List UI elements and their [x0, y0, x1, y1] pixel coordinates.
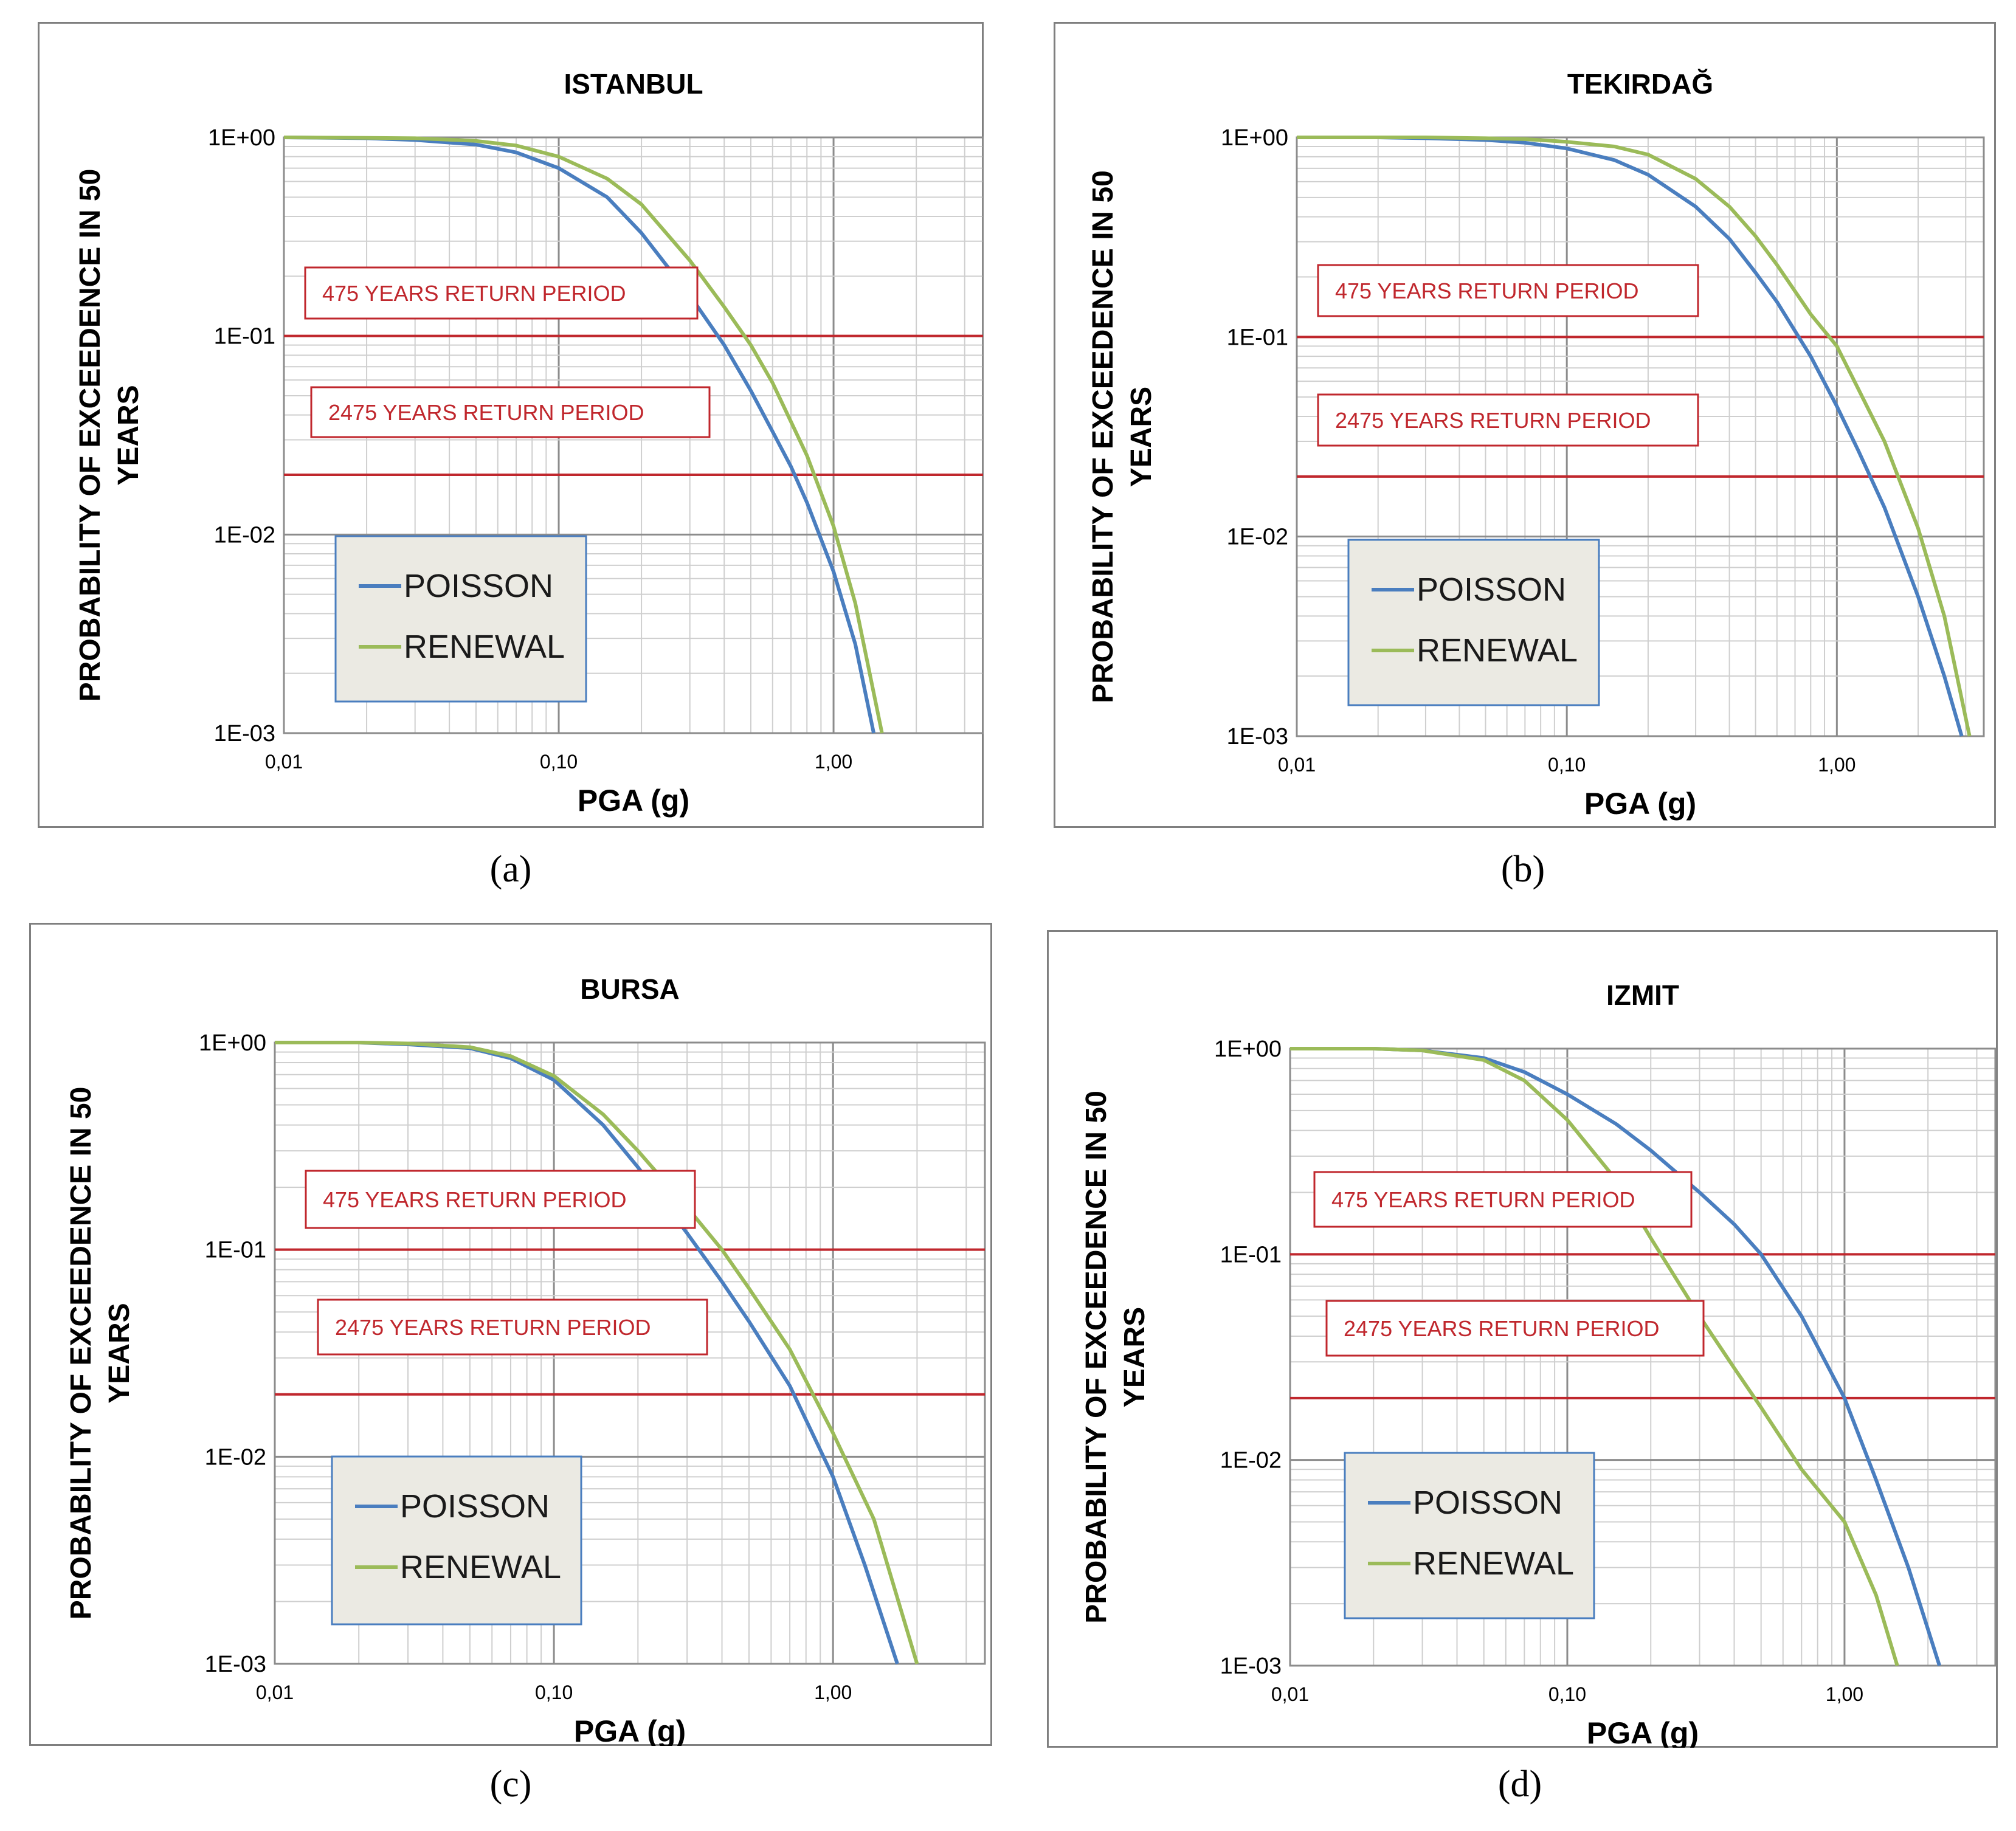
- y-tick-label: 1E+00: [208, 125, 275, 151]
- y-axis-label-line-1: PROBABILITY OF EXCEEDENCE IN 50: [1087, 170, 1119, 703]
- x-tick-label: 0,10: [1548, 754, 1586, 776]
- y-tick-label: 1E+00: [1214, 1036, 1282, 1062]
- legend-box: [1344, 1452, 1595, 1619]
- return-period-475-box: [1313, 1171, 1693, 1228]
- x-tick-label: 0,01: [1278, 754, 1316, 776]
- x-tick-label: 0,01: [256, 1681, 294, 1703]
- y-axis-label-line-1: PROBABILITY OF EXCEEDENCE IN 50: [1080, 1091, 1113, 1624]
- y-tick-label: 1E-02: [205, 1444, 266, 1470]
- y-tick-label: 1E-01: [1227, 325, 1288, 350]
- x-axis-label: PGA (g): [578, 784, 689, 818]
- return-period-2475-label: 2475 YEARS RETURN PERIOD: [1335, 408, 1651, 433]
- return-period-475-label: 475 YEARS RETURN PERIOD: [322, 281, 626, 306]
- series-line-renewal: [1290, 1047, 1899, 1666]
- return-period-475-label: 475 YEARS RETURN PERIOD: [1331, 1187, 1635, 1212]
- return-period-475-box: [1317, 264, 1699, 317]
- y-tick-label: 1E-02: [1220, 1448, 1282, 1474]
- caption-b: (b): [1500, 849, 1545, 890]
- chart-svg-a: 0,01 0,10 1,00 1E+00 1E-01 1E-02 1E-03 ISTANBUL…: [74, 68, 984, 818]
- legend-label-renewal: RENEWAL: [400, 1549, 561, 1585]
- chart-svg-c: 0,01 0,10 1,00 1E+00 1E-01 1E-02 1E-03 BURSA PGA…: [65, 973, 986, 1746]
- y-axis-label-line-1: PROBABILITY OF EXCEEDENCE IN 50: [65, 1087, 97, 1620]
- y-axis-label-line-1: PROBABILITY OF EXCEEDENCE IN 50: [74, 169, 106, 702]
- return-period-2475-box: [310, 386, 711, 438]
- return-period-2475-label: 2475 YEARS RETURN PERIOD: [335, 1315, 651, 1340]
- x-axis-label: PGA (g): [1587, 1716, 1699, 1748]
- chart-title: BURSA: [580, 973, 680, 1005]
- legend-box: [334, 535, 587, 703]
- caption-a: (a): [489, 849, 532, 890]
- chart-title: TEKIRDAĞ: [1567, 68, 1713, 100]
- series-line-renewal: [283, 136, 884, 734]
- return-period-2475-box: [1317, 393, 1699, 447]
- legend-label-poisson: POISSON: [1417, 571, 1566, 608]
- x-tick-label: 1,00: [815, 751, 852, 773]
- caption-c: (c): [489, 1764, 532, 1805]
- y-tick-label: 1E-03: [214, 721, 275, 747]
- x-tick-label: 0,10: [540, 751, 578, 773]
- chart-title: IZMIT: [1606, 979, 1679, 1011]
- legend-label-poisson: POISSON: [400, 1488, 550, 1525]
- return-period-2475-box: [1325, 1300, 1705, 1357]
- y-axis-label-line-2: YEARS: [1119, 1307, 1151, 1407]
- y-tick-label: 1E-01: [1220, 1242, 1282, 1267]
- y-tick-label: 1E+00: [1221, 125, 1288, 151]
- chart-title: ISTANBUL: [564, 68, 703, 100]
- y-tick-label: 1E-03: [1220, 1653, 1282, 1679]
- return-period-475-box: [304, 266, 699, 320]
- plot-area: [283, 136, 984, 734]
- series-line-renewal: [275, 1041, 919, 1664]
- legend-box: [1347, 539, 1600, 706]
- caption-d: (d): [1497, 1764, 1542, 1805]
- plot-area: [1289, 1047, 1997, 1667]
- legend-label-poisson: POISSON: [1413, 1484, 1562, 1521]
- x-tick-label: 0,10: [1548, 1683, 1586, 1705]
- legend-label-renewal: RENEWAL: [1417, 632, 1578, 669]
- legend-label-poisson: POISSON: [404, 568, 553, 604]
- return-period-2475-box: [317, 1298, 708, 1356]
- x-tick-label: 0,01: [265, 751, 303, 773]
- y-tick-label: 1E-02: [1227, 525, 1288, 550]
- return-period-2475-label: 2475 YEARS RETURN PERIOD: [1344, 1316, 1660, 1341]
- x-tick-label: 0,01: [1271, 1683, 1309, 1705]
- x-tick-label: 1,00: [1826, 1683, 1863, 1705]
- x-tick-label: 1,00: [1818, 754, 1855, 776]
- chart-svg-b: 0,01 0,10 1,00 1E+00 1E-01 1E-02 1E-03 TEKIRDAĞ…: [1087, 68, 1985, 821]
- x-axis-label: PGA (g): [1584, 787, 1696, 821]
- x-tick-label: 1,00: [814, 1681, 852, 1703]
- series-line-renewal: [1297, 136, 1972, 737]
- y-tick-label: 1E-01: [205, 1238, 266, 1263]
- x-axis-label: PGA (g): [574, 1714, 686, 1746]
- legend-box: [331, 1455, 582, 1626]
- y-tick-label: 1E-02: [214, 522, 275, 548]
- chart-svg-d: 0,01 0,10 1,00 1E+00 1E-01 1E-02 1E-03 IZMIT PGA…: [1080, 979, 1997, 1748]
- y-axis-label-line-2: YEARS: [1125, 387, 1158, 487]
- plot-area: [1296, 136, 1985, 737]
- return-period-475-box: [305, 1170, 696, 1229]
- return-period-475-label: 475 YEARS RETURN PERIOD: [1335, 278, 1638, 303]
- y-tick-label: 1E-03: [205, 1652, 266, 1677]
- plot-area: [274, 1041, 986, 1665]
- y-axis-label-line-2: YEARS: [112, 385, 145, 485]
- return-period-2475-label: 2475 YEARS RETURN PERIOD: [328, 400, 644, 425]
- x-tick-label: 0,10: [535, 1681, 573, 1703]
- legend-label-renewal: RENEWAL: [404, 629, 565, 665]
- y-axis-label-line-2: YEARS: [103, 1303, 136, 1403]
- y-tick-label: 1E+00: [199, 1030, 266, 1056]
- return-period-475-label: 475 YEARS RETURN PERIOD: [323, 1187, 626, 1212]
- y-tick-label: 1E-01: [214, 324, 275, 350]
- legend-label-renewal: RENEWAL: [1413, 1545, 1574, 1582]
- y-tick-label: 1E-03: [1227, 724, 1288, 750]
